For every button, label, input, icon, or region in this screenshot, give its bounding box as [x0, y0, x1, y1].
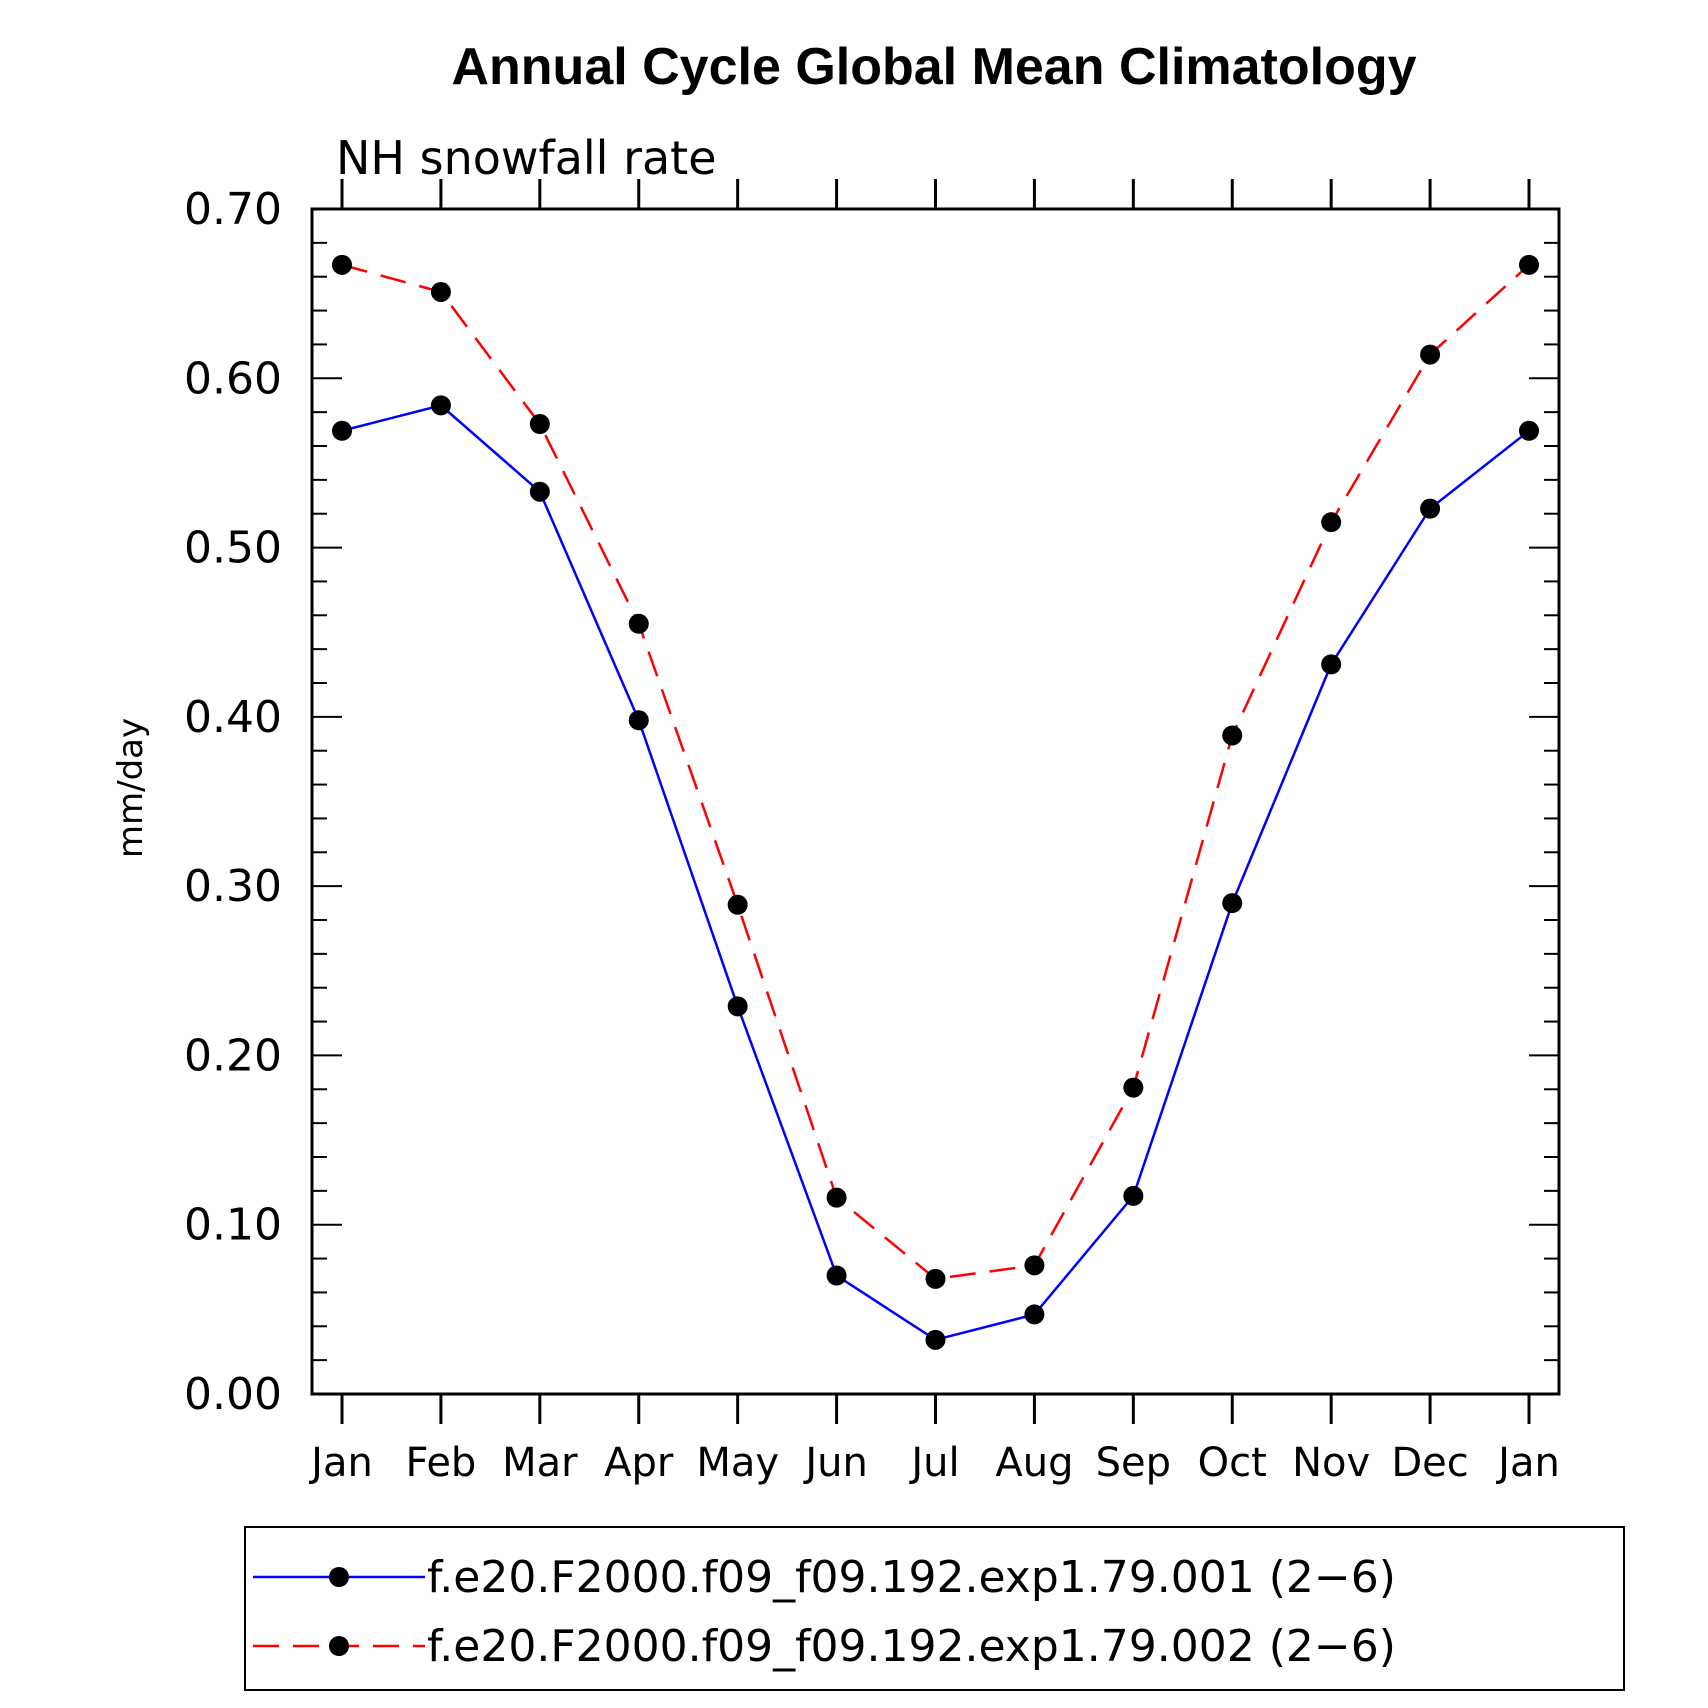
x-tick-label: May — [696, 1440, 779, 1486]
series-2-point — [628, 613, 649, 634]
series-1-point — [1024, 1304, 1045, 1325]
series-1-point — [1321, 654, 1342, 675]
plot-frame — [310, 207, 1561, 1396]
legend-box — [244, 1526, 1625, 1691]
series-1-point — [1519, 420, 1539, 441]
y-tick-label: 0.60 — [184, 353, 282, 404]
x-tick-label: Sep — [1096, 1440, 1171, 1486]
x-tick-label: Jun — [802, 1440, 868, 1486]
series-1-line — [341, 403, 1530, 1342]
x-tick-labels: Jan Feb Mar Apr May Jun Jul Aug Sep Oct Nov Dec Jan — [308, 1440, 1560, 1486]
y-tick-label: 0.10 — [184, 1200, 282, 1251]
x-tick-label: Nov — [1292, 1440, 1370, 1486]
series-2-point — [1024, 1255, 1045, 1276]
series-1-point — [925, 1329, 946, 1350]
legend-marker-series-1 — [329, 1567, 349, 1587]
x-tick-label: Dec — [1391, 1440, 1468, 1486]
series-1-point — [332, 420, 352, 441]
x-tick-label: Apr — [604, 1440, 674, 1486]
series-2-line — [341, 263, 1530, 1281]
series-2-point — [1519, 254, 1539, 275]
series-1-point — [430, 395, 451, 416]
series-2-point — [1123, 1077, 1144, 1098]
series-1-point — [1420, 498, 1441, 519]
series-2-point — [925, 1268, 946, 1289]
series-2-point — [430, 281, 451, 302]
series-1-point — [529, 481, 550, 502]
series-1-point — [727, 996, 748, 1017]
x-tick-label: Aug — [995, 1440, 1073, 1486]
chart-title: Annual Cycle Global Mean Climatology — [451, 38, 1416, 96]
series-2-point — [1420, 344, 1441, 365]
y-tick-label: 0.50 — [184, 523, 282, 574]
series-2-point — [1321, 512, 1342, 533]
series-1-point — [1222, 893, 1243, 914]
x-tick-label: Jul — [908, 1440, 959, 1486]
series-2-point — [1222, 725, 1243, 746]
x-tick-label: Mar — [502, 1440, 578, 1486]
legend-label-series-1: f.e20.F2000.f09_f09.192.exp1.79.001 (2−6… — [427, 1552, 1396, 1603]
series-2-point — [826, 1187, 847, 1208]
x-tick-label: Feb — [406, 1440, 477, 1486]
series-2-point — [529, 413, 550, 434]
x-tick-label: Jan — [308, 1440, 373, 1486]
series-2-point — [727, 894, 748, 915]
x-tick-label: Jan — [1495, 1440, 1560, 1486]
legend: f.e20.F2000.f09_f09.192.exp1.79.001 (2−6… — [244, 1526, 1625, 1691]
chart-subtitle: NH snowfall rate — [336, 131, 717, 185]
legend-label-series-2: f.e20.F2000.f09_f09.192.exp1.79.002 (2−6… — [427, 1621, 1396, 1672]
y-tick-label: 0.20 — [184, 1030, 282, 1081]
y-tick-labels: 0.00 0.10 0.20 0.30 0.40 0.50 0.60 0.70 — [184, 184, 282, 1420]
axis-ticks — [312, 179, 1559, 1424]
y-axis-label: mm/day — [111, 718, 151, 858]
series-1-point — [628, 710, 649, 731]
series-layer — [332, 254, 1539, 1350]
y-tick-label: 0.70 — [184, 184, 282, 235]
series-1-point — [826, 1265, 847, 1286]
series-2-point — [332, 254, 352, 275]
y-tick-label: 0.00 — [184, 1369, 282, 1420]
x-tick-label: Oct — [1198, 1440, 1267, 1486]
y-tick-label: 0.30 — [184, 861, 282, 912]
legend-marker-series-2 — [329, 1636, 349, 1656]
series-1-point — [1123, 1185, 1144, 1206]
y-tick-label: 0.40 — [184, 692, 282, 743]
